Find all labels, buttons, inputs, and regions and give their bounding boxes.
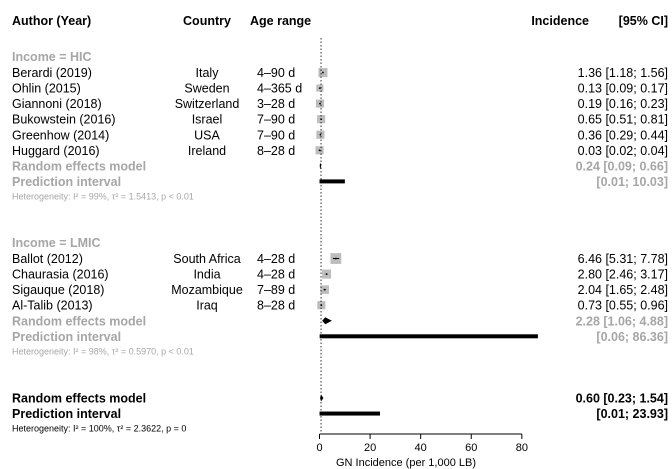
study-point	[323, 288, 326, 291]
study-country: Sweden	[184, 82, 229, 96]
study-estimate: 0.19 [0.16; 0.23]	[578, 97, 668, 111]
study-country: Israel	[192, 113, 223, 127]
study-point	[322, 71, 324, 74]
header-author: Author (Year)	[12, 14, 91, 28]
study-estimate: 0.36 [0.29; 0.44]	[578, 128, 668, 142]
study-estimate: 2.04 [1.65; 2.48]	[578, 283, 668, 297]
study-author: Al-Talib (2013)	[12, 299, 93, 313]
x-tick-label: 40	[415, 442, 427, 454]
study-country: Ireland	[188, 144, 226, 158]
study-author: Bukowstein (2016)	[12, 113, 116, 127]
subgroup-prediction-label: Prediction interval	[12, 330, 121, 344]
header-age: Age range	[250, 14, 311, 28]
study-estimate: 0.03 [0.02; 0.04]	[578, 144, 668, 158]
study-estimate: 0.65 [0.51; 0.81]	[578, 113, 668, 127]
overall-prediction-interval: [0.01; 23.93]	[596, 407, 668, 421]
study-author: Ohlin (2015)	[12, 82, 81, 96]
overall-random-diamond	[320, 394, 324, 402]
study-country: South Africa	[173, 252, 240, 266]
subgroup-title: Income = LMIC	[12, 236, 101, 250]
subgroup-random-label: Random effects model	[12, 314, 146, 328]
study-country: Mozambique	[171, 283, 243, 297]
subgroup-random-estimate: 0.24 [0.09; 0.66]	[576, 159, 668, 173]
header-incidence: Incidence	[531, 14, 589, 28]
overall-random-label: Random effects model	[12, 392, 146, 406]
subgroup-random-diamond	[322, 317, 332, 325]
study-country: USA	[194, 128, 220, 142]
overall-random-estimate: 0.60 [0.23; 1.54]	[576, 392, 668, 406]
study-estimate: 0.13 [0.09; 0.17]	[578, 82, 668, 96]
study-point	[334, 257, 337, 260]
x-tick-label: 20	[364, 442, 376, 454]
subgroup-prediction-bar	[319, 334, 538, 339]
x-tick-label: 60	[465, 442, 477, 454]
subgroup-prediction-interval: [0.06; 86.36]	[596, 330, 668, 344]
study-author: Chaurasia (2016)	[12, 268, 109, 282]
study-estimate: 2.80 [2.46; 3.17]	[578, 268, 668, 282]
subgroup-random-label: Random effects model	[12, 159, 146, 173]
study-estimate: 0.73 [0.55; 0.96]	[578, 299, 668, 313]
study-point	[325, 273, 328, 275]
study-age: 8–28 d	[257, 144, 295, 158]
overall-prediction-label: Prediction interval	[12, 407, 121, 421]
study-author: Ballot (2012)	[12, 252, 83, 266]
x-tick-label: 0	[316, 442, 322, 454]
study-author: Greenhow (2014)	[12, 128, 109, 142]
header-ci: [95% CI]	[619, 14, 668, 28]
study-age: 7–90 d	[257, 113, 295, 127]
subgroup-prediction-bar	[319, 179, 345, 184]
subgroup-random-diamond	[319, 162, 322, 170]
x-axis: 0 20 40 60 80	[316, 433, 528, 454]
study-estimate: 1.36 [1.18; 1.56]	[578, 66, 668, 80]
subgroup-prediction-interval: [0.01; 10.03]	[596, 175, 668, 189]
subgroup-heterogeneity: Heterogeneity: I² = 98%, τ² = 0.5970, p …	[12, 346, 194, 356]
study-age: 4–28 d	[257, 252, 295, 266]
plot-layer: Income = HIC Berardi (2019) Italy 4–90 d 1.3…	[12, 38, 668, 434]
study-country: Italy	[196, 66, 220, 80]
study-age: 8–28 d	[257, 299, 295, 313]
study-age: 3–28 d	[257, 97, 295, 111]
study-country: Iraq	[196, 299, 218, 313]
study-age: 7–90 d	[257, 128, 295, 142]
study-age: 4–28 d	[257, 268, 295, 282]
study-age: 4–365 d	[257, 82, 302, 96]
study-age: 4–90 d	[257, 66, 295, 80]
subgroup-prediction-label: Prediction interval	[12, 175, 121, 189]
subgroup-heterogeneity: Heterogeneity: I² = 99%, τ² = 1.5413, p …	[12, 191, 194, 201]
study-point	[318, 87, 321, 89]
header-country: Country	[183, 14, 231, 28]
study-age: 7–89 d	[257, 283, 295, 297]
subgroup-random-estimate: 2.28 [1.06; 4.88]	[576, 314, 668, 328]
study-point	[318, 149, 321, 152]
study-country: India	[193, 268, 220, 282]
x-axis-label: GN Incidence (per 1,000 LB)	[336, 457, 476, 469]
study-point	[319, 102, 321, 105]
study-author: Huggard (2016)	[12, 144, 100, 158]
x-tick-label: 80	[516, 442, 528, 454]
study-estimate: 6.46 [5.31; 7.78]	[578, 252, 668, 266]
study-country: Switzerland	[175, 97, 240, 111]
study-author: Sigauque (2018)	[12, 283, 104, 297]
study-author: Giannoni (2018)	[12, 97, 102, 111]
subgroup-title: Income = HIC	[12, 50, 92, 64]
overall-prediction-bar	[319, 411, 381, 416]
overall-heterogeneity: Heterogeneity: I² = 100%, τ² = 2.3622, p…	[12, 424, 186, 434]
study-point	[319, 133, 322, 136]
study-author: Berardi (2019)	[12, 66, 92, 80]
